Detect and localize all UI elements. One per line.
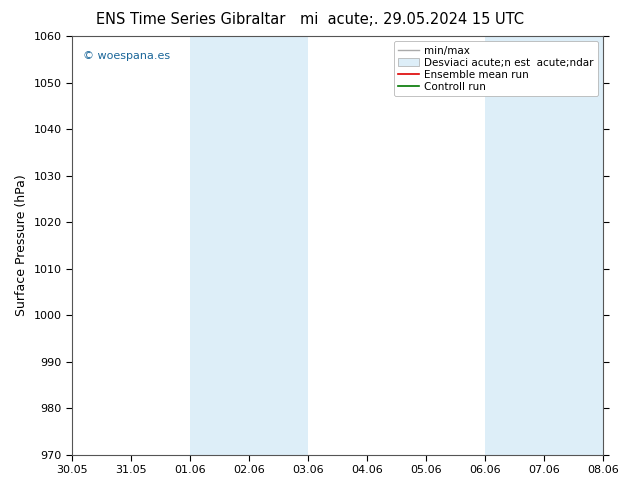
Legend: min/max, Desviaci acute;n est  acute;ndar, Ensemble mean run, Controll run: min/max, Desviaci acute;n est acute;ndar… bbox=[394, 41, 598, 96]
Text: © woespana.es: © woespana.es bbox=[82, 51, 170, 61]
Text: mi  acute;. 29.05.2024 15 UTC: mi acute;. 29.05.2024 15 UTC bbox=[300, 12, 524, 27]
Y-axis label: Surface Pressure (hPa): Surface Pressure (hPa) bbox=[15, 174, 28, 316]
Bar bbox=[190, 36, 308, 455]
Text: ENS Time Series Gibraltar: ENS Time Series Gibraltar bbox=[96, 12, 285, 27]
Bar bbox=[485, 36, 603, 455]
